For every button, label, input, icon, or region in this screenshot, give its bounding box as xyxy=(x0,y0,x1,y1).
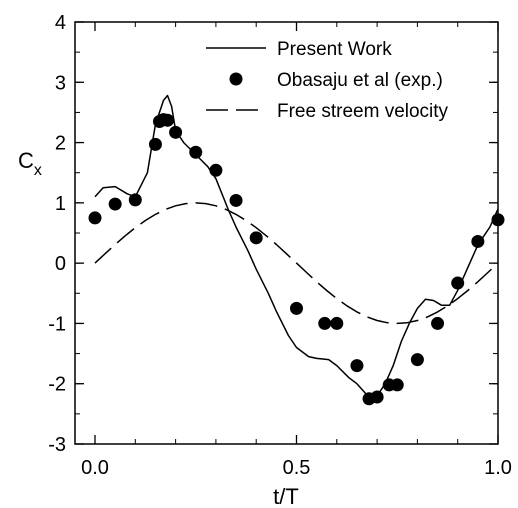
y-axis-label-sub: x xyxy=(34,162,42,179)
y-axis-label-main: C xyxy=(18,148,34,173)
data-point-obasaju xyxy=(169,125,183,139)
series-layer xyxy=(88,94,505,406)
legend-marker-obasaju xyxy=(229,72,243,86)
legend-label: Obasaju et al (exp.) xyxy=(277,70,443,91)
data-point-obasaju xyxy=(451,276,465,290)
data-point-obasaju xyxy=(249,231,263,245)
x-tick-label: 0.0 xyxy=(81,457,109,479)
data-point-obasaju xyxy=(209,163,223,177)
data-point-obasaju xyxy=(189,145,203,159)
y-tick-label: -1 xyxy=(48,313,66,335)
data-point-obasaju xyxy=(330,316,344,330)
data-point-obasaju xyxy=(161,113,175,127)
series-line-free-stream xyxy=(94,202,499,325)
data-point-obasaju xyxy=(148,137,162,151)
x-tick-label: 1.0 xyxy=(484,457,512,479)
y-tick-label: 1 xyxy=(55,193,66,215)
y-tick-label: -3 xyxy=(48,434,66,456)
legend-label: Present Work xyxy=(277,39,392,60)
data-point-obasaju xyxy=(410,353,424,367)
data-point-obasaju xyxy=(431,316,445,330)
y-tick-label: 4 xyxy=(55,12,66,34)
x-axis-ticks: 0.0 0.5 1.0 xyxy=(81,22,512,479)
data-point-obasaju xyxy=(318,316,332,330)
data-point-obasaju xyxy=(350,359,364,373)
y-axis-ticks: -3 -2 -1 0 1 2 3 4 xyxy=(48,12,498,456)
data-point-obasaju xyxy=(370,390,384,404)
data-point-obasaju xyxy=(108,197,122,211)
y-tick-label: 0 xyxy=(55,253,66,275)
series-line-present-work xyxy=(94,94,499,400)
data-point-obasaju xyxy=(290,301,303,315)
data-point-obasaju xyxy=(128,193,142,207)
data-point-obasaju xyxy=(471,234,485,248)
data-point-obasaju xyxy=(390,378,404,392)
legend-label: Free streem velocity xyxy=(277,101,449,122)
x-axis-label: t/T xyxy=(273,484,299,508)
y-axis-label: Cx xyxy=(18,148,42,179)
y-tick-label: -2 xyxy=(48,374,66,396)
data-point-obasaju xyxy=(229,193,243,207)
y-tick-label: 3 xyxy=(55,72,66,94)
y-tick-label: 2 xyxy=(55,133,66,155)
data-point-obasaju xyxy=(88,211,102,225)
data-point-obasaju xyxy=(491,213,505,227)
x-tick-label: 0.5 xyxy=(283,457,311,479)
legend: Present Work Obasaju et al (exp.) Free str… xyxy=(206,39,449,122)
